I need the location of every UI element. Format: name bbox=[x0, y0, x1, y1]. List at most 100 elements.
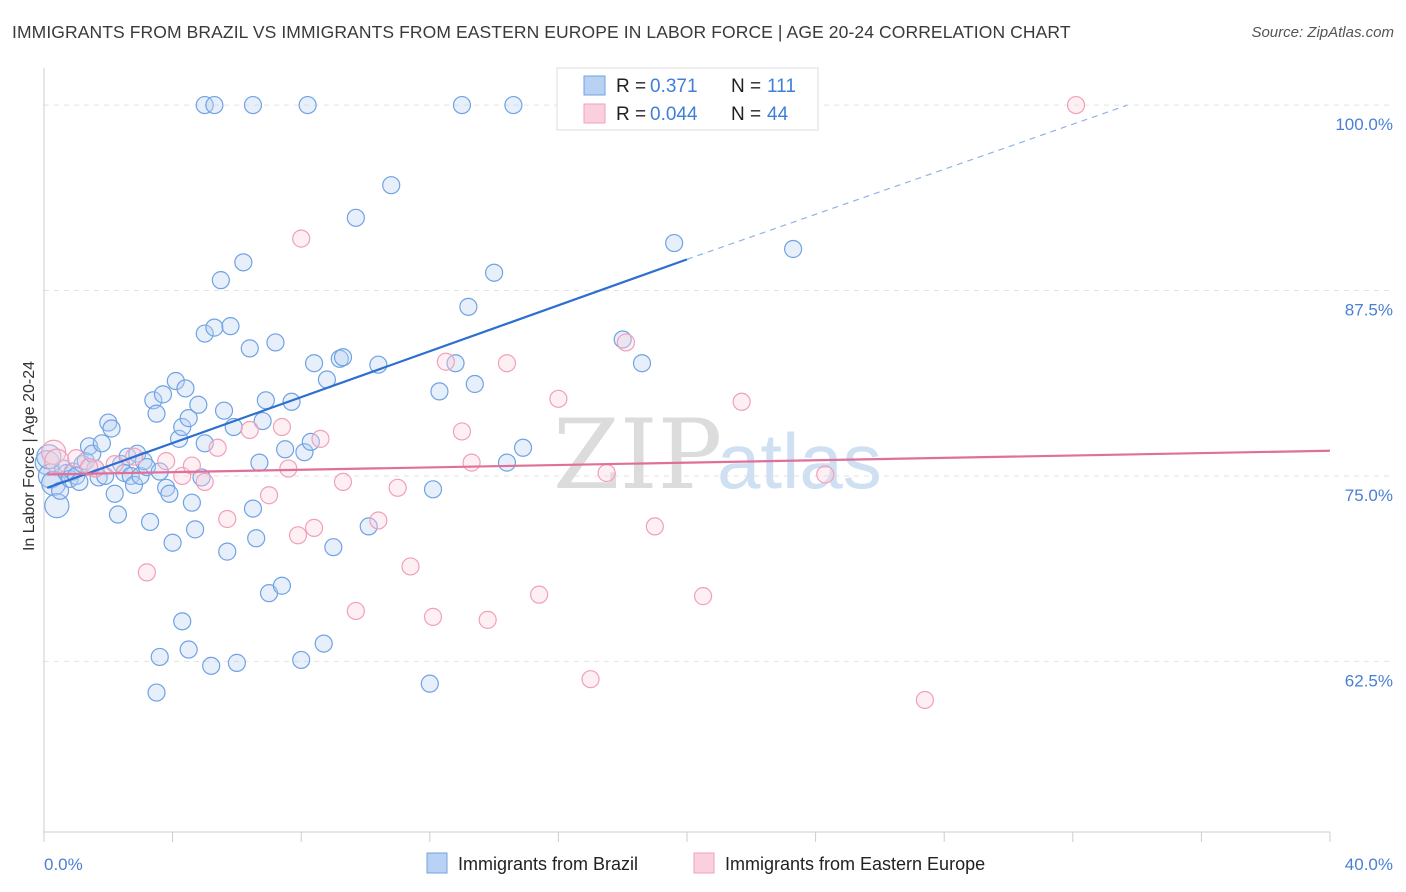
data-point bbox=[324, 538, 343, 557]
data-point bbox=[304, 518, 324, 537]
watermark: ZIP atlas bbox=[553, 399, 882, 511]
watermark-zip: ZIP bbox=[553, 399, 722, 511]
data-point bbox=[182, 493, 201, 512]
data-point bbox=[240, 339, 259, 358]
data-point bbox=[530, 585, 549, 604]
legend-r-label-eastern-europe: R = bbox=[616, 104, 646, 125]
data-point bbox=[137, 563, 156, 582]
data-point bbox=[665, 233, 684, 253]
y-tick-label: 62.5% bbox=[1345, 671, 1393, 690]
y-tick-label: 100.0% bbox=[1335, 115, 1393, 134]
data-point bbox=[346, 208, 365, 227]
y-tick-labels: 100.0% 87.5% 75.0% 62.5% bbox=[1335, 115, 1393, 690]
data-point bbox=[208, 438, 227, 457]
grid-lines bbox=[44, 104, 1392, 662]
data-point bbox=[436, 352, 455, 371]
data-point bbox=[1066, 95, 1086, 115]
data-point bbox=[423, 480, 443, 499]
x-ticks bbox=[43, 832, 1331, 842]
data-point bbox=[732, 392, 751, 411]
data-point bbox=[513, 438, 533, 457]
data-point bbox=[311, 429, 330, 448]
data-point bbox=[157, 452, 176, 471]
data-point bbox=[279, 459, 298, 478]
data-point bbox=[459, 297, 478, 316]
bottom-legend-label-brazil: Immigrants from Brazil bbox=[458, 854, 638, 874]
data-point bbox=[218, 509, 237, 529]
data-point bbox=[227, 653, 246, 672]
data-point bbox=[250, 453, 269, 472]
data-point bbox=[173, 612, 192, 631]
data-point bbox=[202, 656, 221, 675]
trend-line-brazil bbox=[46, 258, 688, 489]
x-tick-label: 40.0% bbox=[1345, 855, 1393, 874]
y-tick-label: 87.5% bbox=[1345, 301, 1393, 320]
data-point bbox=[259, 486, 279, 505]
trend-lines bbox=[46, 104, 1331, 489]
data-point bbox=[272, 576, 292, 595]
data-point bbox=[282, 392, 301, 411]
bottom-legend: Immigrants from Brazil Immigrants from E… bbox=[426, 852, 985, 874]
data-point bbox=[616, 333, 636, 352]
legend-r-label-brazil: R = bbox=[616, 76, 646, 97]
data-point bbox=[253, 411, 272, 431]
data-point bbox=[195, 324, 214, 343]
bottom-legend-swatch-eastern-europe bbox=[693, 852, 715, 874]
data-point bbox=[304, 354, 324, 373]
data-point bbox=[36, 444, 62, 470]
data-point bbox=[214, 401, 234, 420]
data-point bbox=[298, 95, 317, 115]
data-point bbox=[173, 417, 192, 437]
data-point bbox=[359, 517, 378, 536]
data-point bbox=[423, 607, 443, 626]
stats-legend: R = 0.371 N = 111 R = 0.044 N = 44 bbox=[556, 67, 819, 131]
data-point bbox=[189, 395, 208, 414]
data-point bbox=[452, 95, 472, 115]
data-point bbox=[581, 670, 600, 689]
data-point bbox=[816, 465, 835, 484]
data-point bbox=[92, 434, 111, 453]
data-point bbox=[153, 385, 173, 404]
data-point bbox=[160, 484, 179, 503]
y-axis-title: In Labor Force | Age 20-24 bbox=[21, 361, 38, 551]
data-point bbox=[333, 348, 353, 367]
data-point bbox=[613, 330, 632, 349]
data-point bbox=[240, 420, 259, 440]
chart-source: Source: ZipAtlas.com bbox=[1251, 24, 1394, 41]
data-point bbox=[465, 374, 484, 394]
data-point bbox=[105, 484, 124, 503]
data-point bbox=[205, 318, 224, 337]
data-point bbox=[150, 647, 169, 667]
data-point bbox=[179, 409, 198, 428]
trend-line-brazil-extension bbox=[686, 104, 1128, 260]
chart-title: IMMIGRANTS FROM BRAZIL VS IMMIGRANTS FRO… bbox=[12, 22, 1071, 42]
data-point bbox=[179, 640, 198, 659]
data-point bbox=[163, 533, 182, 552]
data-point bbox=[597, 463, 616, 483]
data-point bbox=[288, 526, 308, 545]
data-point bbox=[218, 542, 237, 561]
data-point bbox=[140, 512, 160, 532]
x-tick-labels: 0.0% 40.0% bbox=[44, 855, 1393, 874]
legend-r-value-eastern-europe: 0.044 bbox=[650, 104, 698, 125]
legend-n-label-brazil: N = bbox=[731, 76, 761, 97]
legend-n-value-eastern-europe: 44 bbox=[767, 104, 789, 125]
data-point bbox=[108, 505, 128, 524]
data-point bbox=[186, 520, 205, 539]
data-point bbox=[182, 456, 201, 475]
data-point bbox=[44, 493, 70, 519]
data-point bbox=[272, 417, 292, 437]
legend-r-value-brazil: 0.371 bbox=[650, 76, 698, 97]
y-tick-label: 75.0% bbox=[1345, 486, 1393, 505]
data-point bbox=[44, 448, 70, 474]
data-point bbox=[346, 601, 365, 621]
data-point bbox=[497, 453, 517, 472]
legend-swatch-brazil bbox=[583, 75, 606, 96]
data-point bbox=[388, 478, 407, 497]
data-point bbox=[478, 610, 497, 629]
trend-line-eastern-europe bbox=[47, 449, 1331, 476]
data-point bbox=[234, 253, 253, 272]
legend-n-label-eastern-europe: N = bbox=[731, 104, 761, 125]
data-point bbox=[446, 354, 465, 373]
